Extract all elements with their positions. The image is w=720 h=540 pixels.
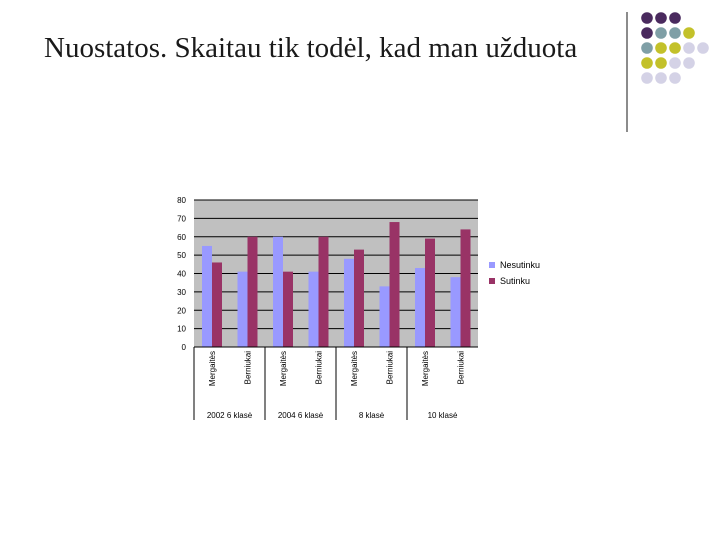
decorative-dot [669, 42, 681, 54]
x-group-label: 2004 6 klasė [278, 411, 324, 420]
decorative-dot [655, 72, 667, 84]
legend-swatch [489, 262, 495, 268]
legend-label: Nesutinku [500, 260, 540, 270]
bar-nesutinku [379, 286, 390, 347]
bar-sutinku [318, 236, 329, 347]
decorative-dot [669, 72, 681, 84]
decorative-dot [669, 57, 681, 69]
x-category-label: Berniukai [243, 351, 252, 385]
x-group-label: 8 klasė [359, 411, 385, 420]
bar-sutinku [425, 238, 435, 347]
x-category-label: Mergaitės [421, 351, 430, 386]
bar-nesutinku [450, 277, 461, 347]
x-category-label: Mergaitės [208, 351, 217, 386]
bar-sutinku [212, 262, 222, 347]
y-tick-label: 50 [177, 251, 186, 260]
y-tick-label: 10 [177, 325, 186, 334]
decorative-dot [641, 12, 653, 24]
decorative-dot [683, 27, 695, 39]
decorative-dot [669, 27, 681, 39]
decorative-dot [655, 57, 667, 69]
bar-nesutinku [237, 271, 248, 347]
x-category-label: Mergaitės [350, 351, 359, 386]
bar-nesutinku [273, 236, 283, 347]
bar-sutinku [460, 229, 471, 347]
x-group-label: 2002 6 klasė [207, 411, 253, 420]
decorative-dot [641, 72, 653, 84]
x-category-label: Berniukai [456, 351, 465, 385]
legend-box [483, 255, 555, 291]
y-tick-label: 70 [177, 214, 186, 223]
bar-sutinku [389, 222, 400, 347]
decorative-dot [641, 57, 653, 69]
y-tick-label: 0 [182, 343, 187, 352]
decorative-dot [655, 27, 667, 39]
bar-nesutinku [344, 258, 354, 347]
x-group-label: 10 klasė [428, 411, 458, 420]
y-tick-label: 40 [177, 270, 186, 279]
decorative-dots [626, 12, 709, 132]
bar-sutinku [354, 249, 364, 347]
bar-sutinku [247, 236, 258, 347]
slide-title: Nuostatos. Skaitau tik todėl, kad man už… [44, 32, 578, 64]
decorative-dot [697, 42, 709, 54]
y-tick-label: 20 [177, 306, 186, 315]
legend-label: Sutinku [500, 276, 530, 286]
bar-nesutinku [308, 271, 319, 347]
y-tick-label: 30 [177, 288, 186, 297]
decorative-dot [683, 57, 695, 69]
x-category-label: Berniukai [385, 351, 394, 385]
decorative-dot [669, 12, 681, 24]
x-category-label: Berniukai [314, 351, 323, 385]
y-tick-label: 80 [177, 196, 186, 205]
decorative-dot [655, 42, 667, 54]
x-category-label: Mergaitės [279, 351, 288, 386]
bar-sutinku [283, 271, 293, 347]
decorative-dot [641, 42, 653, 54]
bar-nesutinku [415, 267, 425, 347]
legend-swatch [489, 278, 495, 284]
decorative-dot [641, 27, 653, 39]
decorative-dot [655, 12, 667, 24]
bar-nesutinku [202, 245, 212, 347]
decorative-dot [683, 42, 695, 54]
y-tick-label: 60 [177, 233, 186, 242]
